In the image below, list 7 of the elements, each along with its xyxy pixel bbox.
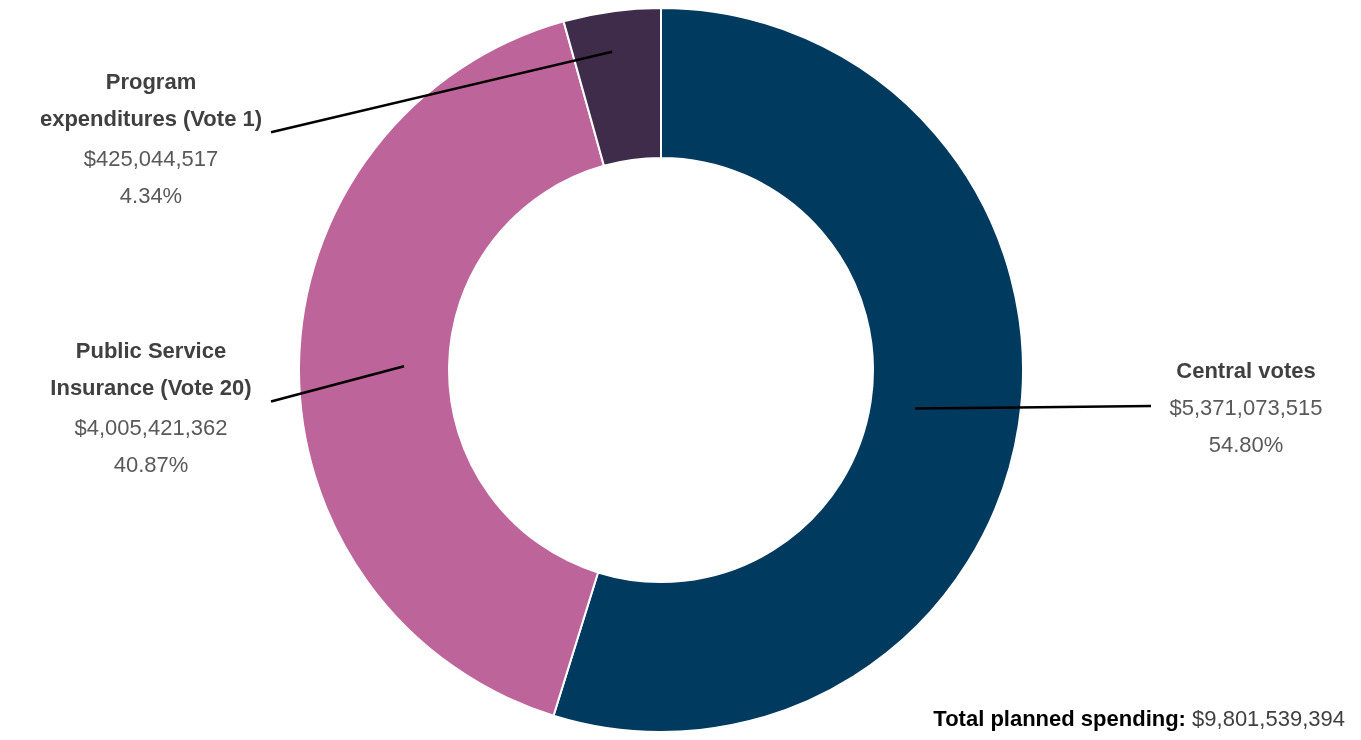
slice-label: Program expenditures (Vote 1) — [39, 69, 263, 132]
data-label: $5,371,073,515 54.80% — [1169, 394, 1323, 457]
data-label: $425,044,517 4.34% — [83, 146, 219, 209]
data-label: $4,005,421,362 40.87% — [74, 415, 228, 478]
slice-label: Public Service Insurance (Vote 20) — [50, 338, 252, 401]
slice-label: Central votes — [1176, 357, 1316, 383]
text: Total planned spending: $9,801,539,394 — [933, 706, 1345, 731]
